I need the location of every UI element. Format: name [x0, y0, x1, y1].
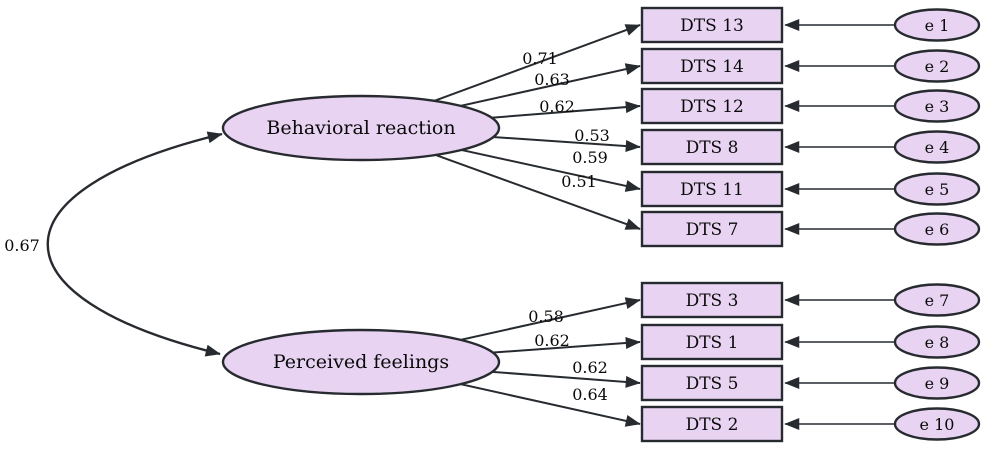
indicator-label: DTS 12 [680, 97, 744, 117]
indicator-box [640, 128, 784, 166]
error-ellipse [893, 49, 981, 83]
indicator-box [640, 87, 784, 125]
indicator-label: DTS 13 [680, 16, 744, 36]
loading-label: 0.62 [539, 97, 575, 116]
error-label: e 5 [925, 180, 950, 199]
error-label: e 4 [925, 138, 950, 157]
loading-label: 0.71 [522, 49, 558, 68]
latent-ellipse-perceived-feelings [221, 328, 501, 396]
error-ellipse [893, 325, 981, 359]
loading-label: 0.62 [572, 358, 608, 377]
loading-label: 0.63 [534, 70, 570, 89]
loading-label: 0.64 [572, 385, 608, 404]
latent-ellipse-behavioral-reaction [221, 94, 501, 162]
latent-label: Perceived feelings [273, 351, 449, 373]
correlation-label: 0.67 [4, 236, 40, 255]
error-label: e 2 [925, 57, 950, 76]
indicator-box [640, 405, 784, 443]
error-ellipse [893, 212, 981, 246]
error-label: e 7 [925, 291, 950, 310]
error-label: e 1 [925, 16, 950, 35]
error-ellipse [893, 366, 981, 400]
correlation-arrow [46, 131, 223, 357]
error-label: e 8 [925, 333, 950, 352]
indicator-box [640, 281, 784, 319]
indicator-box [640, 170, 784, 208]
indicator-label: DTS 3 [686, 291, 739, 311]
loading-label: 0.59 [572, 148, 608, 167]
indicator-label: DTS 14 [680, 57, 744, 77]
error-ellipse [893, 89, 981, 123]
loading-label: 0.51 [561, 172, 597, 191]
error-label: e 3 [925, 97, 950, 116]
error-ellipse [893, 407, 981, 441]
error-label: e 6 [925, 220, 950, 239]
indicator-label: DTS 7 [686, 220, 739, 240]
indicator-box [640, 323, 784, 361]
indicator-box [640, 6, 784, 44]
error-ellipse [893, 283, 981, 317]
error-label: e 10 [920, 415, 955, 434]
indicator-label: DTS 11 [680, 180, 744, 200]
indicator-label: DTS 1 [686, 333, 739, 353]
indicator-box [640, 210, 784, 248]
error-ellipse [893, 172, 981, 206]
indicator-label: DTS 8 [686, 138, 739, 158]
error-label: e 9 [925, 374, 950, 393]
indicator-box [640, 47, 784, 85]
latent-label: Behavioral reaction [266, 117, 455, 139]
error-ellipse [893, 130, 981, 164]
loading-label: 0.58 [528, 307, 564, 326]
loading-label: 0.53 [574, 126, 610, 145]
indicator-label: DTS 5 [686, 374, 739, 394]
error-ellipse [893, 8, 981, 42]
loading-label: 0.62 [534, 331, 570, 350]
indicator-box [640, 364, 784, 402]
indicator-label: DTS 2 [686, 415, 739, 435]
